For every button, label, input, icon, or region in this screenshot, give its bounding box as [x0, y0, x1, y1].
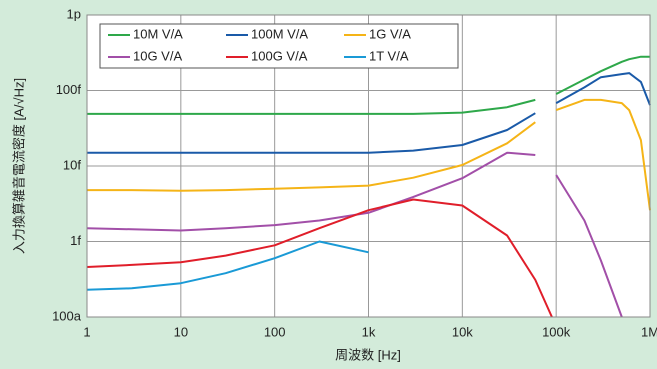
- plot-border: [86, 14, 651, 318]
- x-tick-label: 10k: [452, 324, 473, 339]
- x-tick-label: 1M: [641, 324, 657, 339]
- x-tick-label: 1k: [362, 324, 376, 339]
- lines: [86, 55, 651, 318]
- x-tick-label: 10: [174, 324, 188, 339]
- legend-label: 10M V/A: [133, 26, 183, 41]
- legend-label: 1T V/A: [369, 48, 409, 63]
- x-axis-label: 周波数 [Hz]: [335, 347, 401, 362]
- legend-label: 100G V/A: [251, 48, 308, 63]
- x-tick-label: 100k: [542, 324, 571, 339]
- series-line: [86, 151, 623, 318]
- legend: [99, 23, 459, 69]
- y-tick-label: 1p: [67, 6, 81, 21]
- y-tick-label: 100f: [56, 82, 82, 97]
- y-tick-label: 100a: [52, 308, 82, 323]
- legend-entries: 10M V/A 100M V/A 1G V/A 10G V/A 100G V/A 1T V…: [108, 26, 411, 63]
- x-tick-label: 1: [83, 324, 90, 339]
- series-line: [87, 55, 650, 115]
- x-tick-label: 100: [264, 324, 286, 339]
- legend-label: 1G V/A: [369, 26, 411, 41]
- y-axis-label: 入力換算雑音電流密度 [A/√Hz]: [11, 78, 26, 254]
- series-line: [86, 240, 369, 291]
- series-line: [87, 98, 651, 211]
- series-line: [86, 198, 553, 318]
- series-line: [87, 72, 651, 154]
- y-tick-label: 10f: [63, 157, 81, 172]
- legend-label: 10G V/A: [133, 48, 182, 63]
- legend-label: 100M V/A: [251, 26, 308, 41]
- y-tick-label: 1f: [70, 233, 81, 248]
